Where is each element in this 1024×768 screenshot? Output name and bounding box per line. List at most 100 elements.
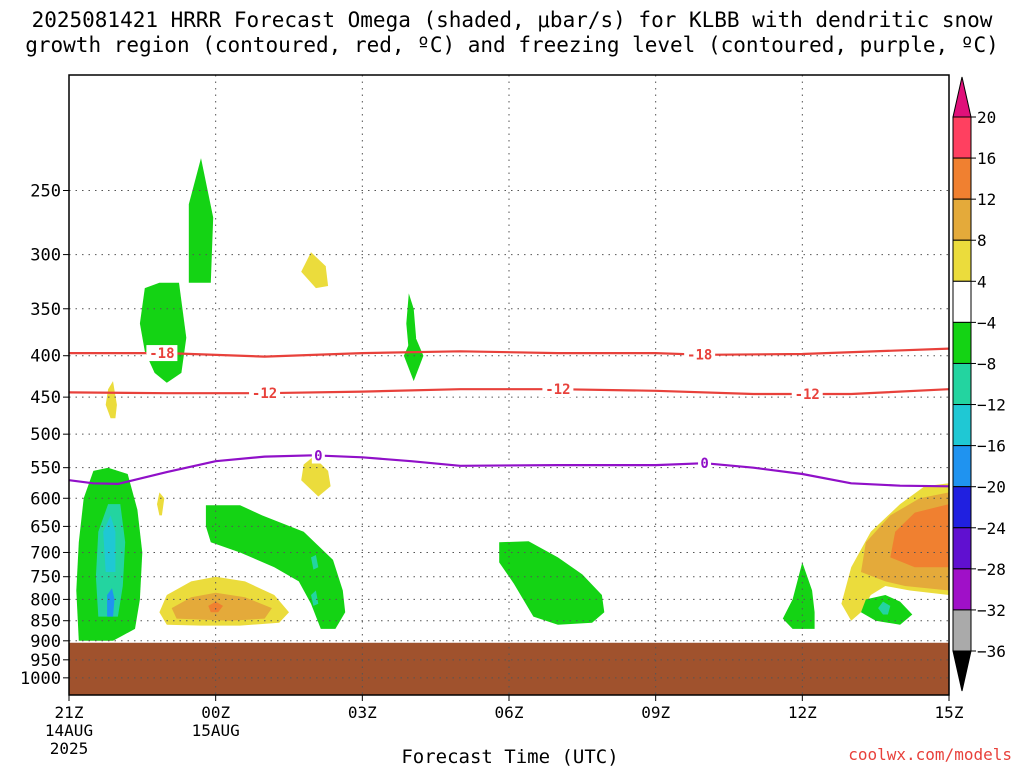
contour-label-bg xyxy=(542,381,574,398)
colorbar-segment xyxy=(952,157,972,200)
contour-label: 0 xyxy=(700,456,708,472)
y-tick-label: 250 xyxy=(30,181,61,201)
colorbar-segment xyxy=(952,486,972,529)
colorbar-label: −12 xyxy=(977,396,1006,415)
y-tick-label: 950 xyxy=(30,651,61,671)
colorbar-label: −28 xyxy=(977,560,1006,579)
y-tick-label: 450 xyxy=(30,388,61,408)
colorbar-segment xyxy=(952,527,972,570)
colorbar-label: 4 xyxy=(977,272,987,291)
colorbar-segment xyxy=(952,609,972,652)
title-line-2: growth region (contoured, red, ºC) and f… xyxy=(25,33,999,57)
omega-region xyxy=(311,590,319,606)
y-tick-label: 600 xyxy=(30,489,61,509)
colorbar-segment xyxy=(952,568,972,611)
contour-label: -18 xyxy=(687,348,712,364)
omega-shading xyxy=(76,158,949,641)
contour-labels: -18 -18 -12 -12 -12 0 0 xyxy=(146,345,823,472)
x-tick-label: 03Z xyxy=(348,703,377,722)
contour-label: 0 xyxy=(314,449,322,465)
omega-region xyxy=(105,381,117,419)
colorbar-under-arrow xyxy=(952,650,972,692)
chart-title: 2025081421 HRRR Forecast Omega (shaded, … xyxy=(0,8,1024,58)
colorbar-label: −36 xyxy=(977,642,1006,661)
colorbar-segment xyxy=(952,116,972,159)
y-tick-label: 400 xyxy=(30,347,61,367)
y-tick-label: 900 xyxy=(30,632,61,652)
omega-region xyxy=(208,601,223,613)
omega-region xyxy=(103,515,116,572)
omega-region xyxy=(499,541,605,625)
y-tick-label: 700 xyxy=(30,543,61,563)
x-tick-label: 12Z xyxy=(788,703,817,722)
colorbar-label: −16 xyxy=(977,437,1006,456)
colorbar-label: −32 xyxy=(977,601,1006,620)
contour-label: -12 xyxy=(545,382,570,398)
colorbar-label: −8 xyxy=(977,354,996,373)
colorbar-label: 12 xyxy=(977,190,996,209)
omega-region xyxy=(782,562,815,629)
x-tick-label: 15Z xyxy=(935,703,964,722)
colorbar-segment xyxy=(952,198,972,241)
contour-label-bg xyxy=(684,346,716,363)
x-tick-label: 06Z xyxy=(495,703,524,722)
x-tick-label: 21Z xyxy=(55,703,84,722)
y-tick-label: 350 xyxy=(30,300,61,320)
contour-line xyxy=(69,347,949,358)
omega-region xyxy=(301,456,331,497)
contour-label-bg xyxy=(249,385,281,402)
omega-region xyxy=(107,588,115,617)
contour-label: -12 xyxy=(252,386,277,402)
y-tick-label: 550 xyxy=(30,459,61,479)
omega-region xyxy=(403,333,424,382)
x-axis-label: Forecast Time (UTC) xyxy=(401,746,619,768)
omega-region xyxy=(890,504,949,568)
colorbar-label: 20 xyxy=(977,108,996,127)
colorbar-label: 16 xyxy=(977,149,996,168)
y-tick-label: 800 xyxy=(30,590,61,610)
colorbar-label: −24 xyxy=(977,519,1006,538)
colorbar-label: −20 xyxy=(977,478,1006,497)
contours xyxy=(69,347,949,488)
colorbar-segment xyxy=(952,404,972,447)
y-tick-label: 650 xyxy=(30,517,61,537)
x-tick-date: 14AUG xyxy=(45,721,93,740)
omega-region xyxy=(878,601,891,615)
contour-line xyxy=(69,454,949,488)
omega-region xyxy=(139,282,187,383)
colorbar-label: −4 xyxy=(977,313,996,332)
colorbar: 20 16 12 8 4 −4 −8 −12 −16 −20 −24 −28 −32 −36 xyxy=(952,76,1006,692)
x-tick-label: 09Z xyxy=(641,703,670,722)
colorbar-segment xyxy=(952,280,972,323)
watermark: coolwx.com/models xyxy=(848,745,1012,764)
contour-label-bg xyxy=(311,447,325,464)
contour-label-bg xyxy=(698,455,712,472)
contour-label-bg xyxy=(146,345,178,362)
colorbar-segment xyxy=(952,321,972,364)
contour-label-bg xyxy=(791,385,823,402)
y-tick-label: 1000 xyxy=(20,669,61,689)
omega-region xyxy=(157,492,165,516)
colorbar-over-arrow xyxy=(952,76,972,118)
colorbar-segment xyxy=(952,239,972,282)
y-tick-label: 750 xyxy=(30,568,61,588)
y-tick-label: 500 xyxy=(30,425,61,445)
omega-region xyxy=(311,555,319,570)
contour-label: -12 xyxy=(795,387,820,403)
omega-region xyxy=(301,252,329,289)
colorbar-segment xyxy=(952,445,972,488)
contour-label: -18 xyxy=(149,346,174,362)
colorbar-label: 8 xyxy=(977,231,987,250)
x-tick-year: 2025 xyxy=(50,739,89,758)
y-tick-label: 300 xyxy=(30,246,61,266)
omega-region xyxy=(188,158,214,283)
y-tick-label: 850 xyxy=(30,612,61,632)
y-axis: 2503003504004505005506006507007508008509… xyxy=(20,181,69,689)
omega-region xyxy=(205,505,346,629)
title-line-1: 2025081421 HRRR Forecast Omega (shaded, … xyxy=(31,8,993,32)
colorbar-segment xyxy=(952,362,972,406)
x-tick-date: 15AUG xyxy=(192,721,240,740)
x-tick-label: 00Z xyxy=(201,703,230,722)
